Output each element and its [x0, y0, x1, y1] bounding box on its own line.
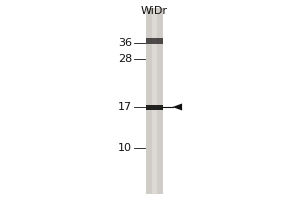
- Polygon shape: [172, 103, 182, 111]
- Text: 36: 36: [118, 38, 132, 48]
- Bar: [152, 8, 157, 194]
- Text: 28: 28: [118, 54, 132, 64]
- Bar: [146, 38, 163, 44]
- Text: 10: 10: [118, 143, 132, 153]
- Text: 17: 17: [118, 102, 132, 112]
- Bar: [146, 8, 163, 194]
- Text: WiDr: WiDr: [141, 6, 168, 16]
- Bar: [146, 105, 163, 110]
